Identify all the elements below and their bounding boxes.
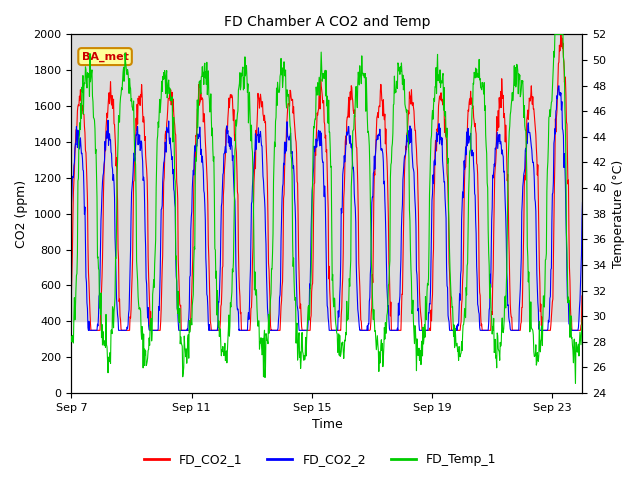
Bar: [72, 250, 582, 322]
Bar: [72, 35, 582, 106]
X-axis label: Time: Time: [312, 419, 342, 432]
Y-axis label: Temperature (°C): Temperature (°C): [612, 160, 625, 268]
Y-axis label: CO2 (ppm): CO2 (ppm): [15, 180, 28, 248]
Text: BA_met: BA_met: [82, 51, 129, 62]
Title: FD Chamber A CO2 and Temp: FD Chamber A CO2 and Temp: [224, 15, 430, 29]
Legend: FD_CO2_1, FD_CO2_2, FD_Temp_1: FD_CO2_1, FD_CO2_2, FD_Temp_1: [139, 448, 501, 471]
Bar: [72, 178, 582, 250]
Bar: [72, 106, 582, 178]
